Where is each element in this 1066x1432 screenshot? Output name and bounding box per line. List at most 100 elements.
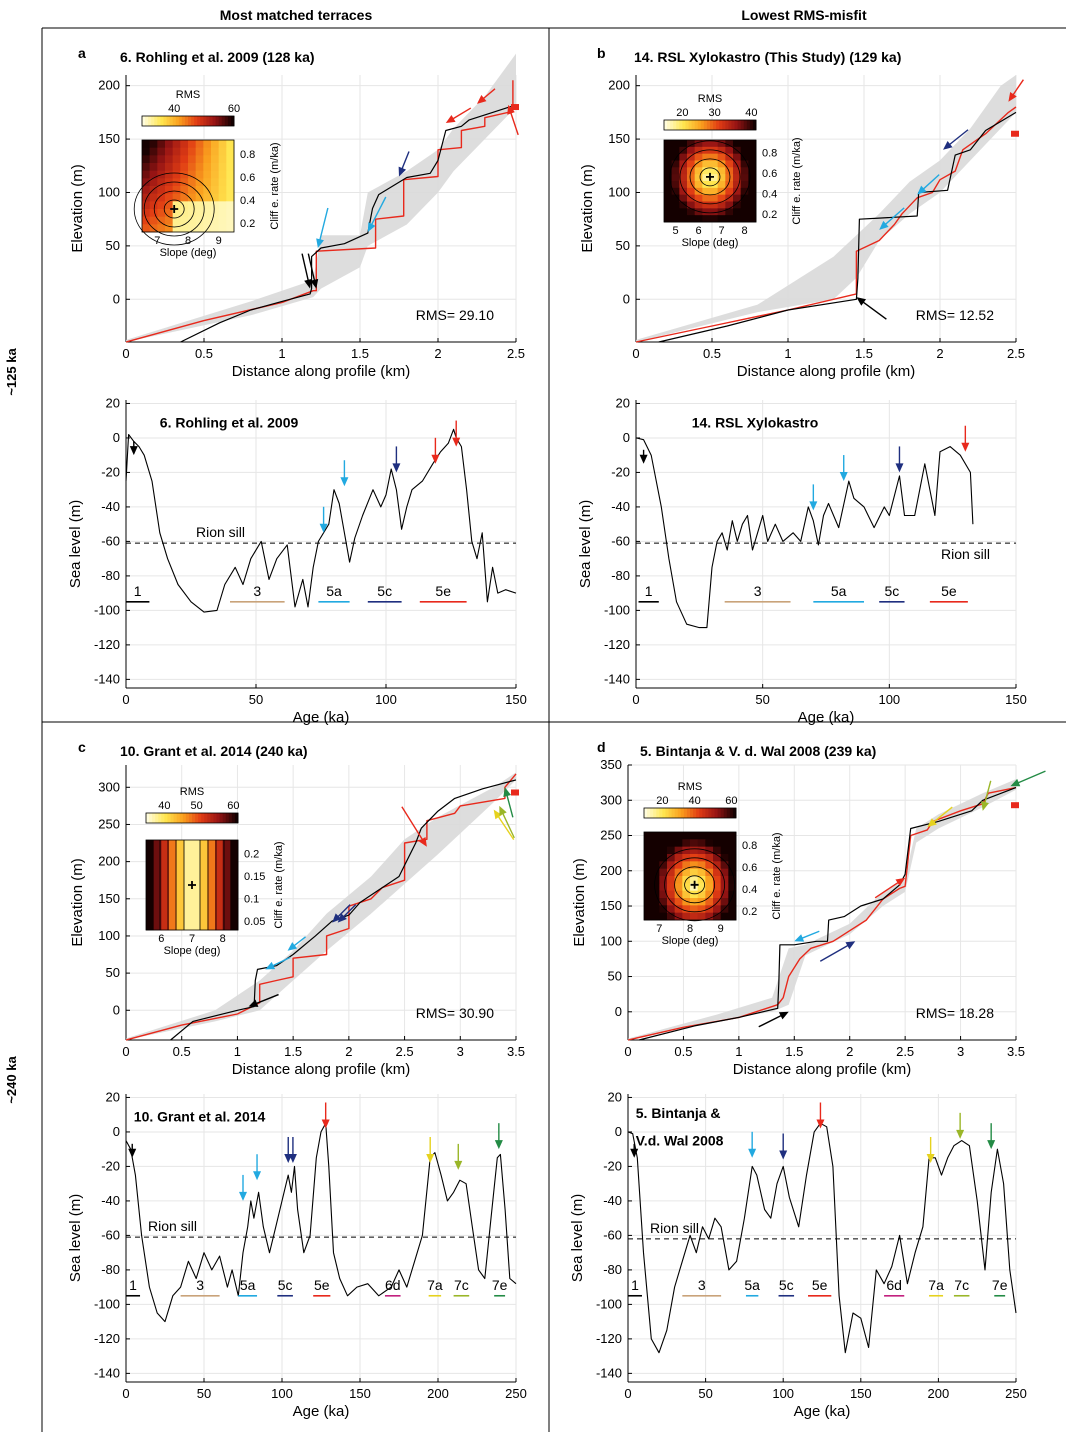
panel-c-inset-heatmap-cell (176, 922, 185, 931)
panel-a-inset-inset-xtick-0: 7 (154, 235, 160, 247)
panel-b-sealevel-ytick-label-8: -140 (604, 671, 630, 686)
panel-a-inset-heatmap-cell (172, 186, 181, 195)
panel-b-inset-inset-frame (663, 139, 757, 223)
panel-b-inset-heatmap-cell (710, 215, 719, 223)
panel-a-inset-colorbar-cell (227, 116, 232, 126)
panel-d-sl-title-line2: V.d. Wal 2008 (636, 1133, 724, 1149)
panel-c-inset-heatmap-cell (207, 855, 216, 863)
panel-a-profile-arrow-1-shaft (307, 253, 316, 283)
panel-d-profile-arrow-0-head (794, 934, 805, 942)
panel-a-inset-heatmap-cell (218, 193, 227, 202)
panel-b-inset-heatmap-cell (702, 167, 711, 175)
panel-a-inset-colorbar-cell (148, 116, 152, 126)
panel-d-inset-heatmap-cell (713, 868, 722, 877)
panel-b-inset-heatmap-cell (687, 187, 696, 196)
panel-c-mis-label-7c: 7c (454, 1277, 469, 1293)
panel-d-inset-heatmap-cell (697, 876, 706, 884)
panel-c-inset-heatmap-cell (176, 877, 185, 886)
panel-d-inset-heatmap-cell (651, 898, 660, 906)
panel-d-inset-heatmap-cell (651, 883, 660, 892)
panel-b-inset-heatmap-cell (725, 140, 734, 148)
panel-d-inset-heatmap-cell (705, 883, 714, 892)
panel-a-inset-heatmap-cell (226, 224, 235, 233)
panel-b-inset-colorbar-cell (722, 120, 726, 130)
panel-c-inset-contour-1 (183, 840, 201, 930)
panel-a: a 6. Rohling et al. 2009 (128 ka) 0 0.5 1 1.5… (67, 45, 527, 726)
panel-d-inset-colorbar-cell (653, 808, 657, 818)
panel-d-inset-heatmap-cell (667, 883, 676, 892)
panel-d-sl-arrow-2-head (779, 1150, 788, 1160)
panel-c-rms-value: RMS= 30.90 (416, 1005, 494, 1021)
panel-c-inset-heatmap-cell (169, 907, 178, 916)
panel-c-inset-heatmap-cell (169, 915, 178, 923)
panel-a-inset-heatmap-cell (157, 209, 166, 218)
panel-c-sl-title: 10. Grant et al. 2014 (134, 1109, 266, 1125)
panel-c-inset-heatmap-cell (169, 877, 178, 886)
panel-d-inset-heatmap-cell (651, 868, 660, 877)
panel-d-sealevel-ytick-label-6: -100 (596, 1296, 622, 1311)
panel-b-profile-ytick-label-1: 50 (616, 238, 630, 253)
panel-d-profile-arrow-5-shaft (983, 780, 992, 806)
panel-d-inset-heatmap-cell (644, 861, 653, 870)
panel-a-inset-heatmap-cell (180, 155, 189, 164)
panel-b-inset-heatmap-cell (679, 215, 688, 223)
panel-d-inset-heatmap-cell (728, 854, 737, 862)
panel-b-inset-colorbar-tick-2: 40 (745, 107, 757, 119)
panel-a-inset-heatmap-cell (149, 163, 158, 172)
panel-a-inset-inset-ytick-0: 0.8 (240, 149, 255, 161)
panel-a-inset-heatmap-cell (188, 201, 197, 210)
panel-a-profile-ytick-label-2: 100 (98, 184, 120, 199)
panel-c-inset-heatmap-cell (146, 840, 155, 848)
panel-c-letter: c (78, 739, 86, 755)
panel-c-profile-ytick-label-1: 50 (106, 965, 120, 980)
panel-b-sealevel-xtick-label-2: 100 (878, 692, 900, 707)
panel-b-inset-heatmap-cell (679, 201, 688, 209)
panel-c-sl-ylabel: Sea level (m) (67, 1194, 84, 1282)
panel-c-mis-label-3: 3 (196, 1277, 204, 1293)
panel-d-inset-colorbar-cell (705, 808, 709, 818)
panel-c-rion-sill-label: Rion sill (148, 1218, 197, 1234)
panel-c-inset-heatmap-cell (222, 907, 231, 916)
panel-a-inset-heatmap-cell (188, 216, 197, 225)
panel-a-inset-heatmap-cell (211, 170, 220, 179)
panel-b-inset-contour-3 (679, 149, 741, 205)
panel-a-inset-heatmap-cell (226, 140, 235, 149)
panel-c-inset-heatmap-cell (161, 900, 170, 908)
panel-d-inset-heatmap-cell (697, 854, 706, 862)
panel-c-inset-best-fit-marker (188, 881, 196, 889)
panel-d-sealevel-ytick-label-4: -60 (603, 1227, 622, 1242)
panel-a-inset-heatmap-cell (149, 216, 158, 225)
panel-c-sealevel-xtick-label-1: 50 (197, 1386, 211, 1401)
panel-a-sealevel-xtick-label-3: 150 (505, 692, 527, 707)
panel-d-profile-xtick-label-2: 1 (735, 1044, 742, 1059)
panel-a-inset-heatmap-cell (211, 224, 220, 233)
panel-b-inset-heatmap-cell (733, 208, 742, 216)
panel-c-inset-heatmap-cell (230, 847, 239, 856)
panel-a-sl-arrow-1-head (319, 523, 328, 533)
panel-d-sl-arrow-1-head (748, 1148, 757, 1158)
panel-d-rion-sill-label: Rion sill (650, 1220, 699, 1236)
panel-c-profile-ytick-label-2: 100 (98, 928, 120, 943)
panel-d-inset-heatmap-cell (674, 898, 683, 906)
panel-d-inset-heatmap-cell (682, 883, 691, 892)
panel-a-profile-ytick-label-1: 50 (106, 238, 120, 253)
panel-d-inset-heatmap-cell (651, 846, 660, 855)
panel-c-sl-arrow-0-head (128, 1148, 137, 1158)
panel-b-inset-colorbar-cell (706, 120, 711, 130)
panel-d-inset-heatmap-cell (713, 854, 722, 862)
panel-c-inset-inset-ytick-2: 0.1 (244, 894, 259, 906)
panel-b-inset-heatmap-cell (687, 146, 696, 155)
panel-b-sealevel-ytick-label-5: -80 (611, 568, 630, 583)
panel-b-inset-heatmap-cell (679, 167, 688, 175)
panel-a-inset-heatmap-cell (142, 216, 151, 225)
panel-b-inset-heatmap-cell (671, 181, 680, 189)
panel-a-mis-label-5e: 5e (435, 583, 451, 599)
panel-a-inset-heatmap-cell (203, 201, 212, 210)
panel-c-inset-heatmap-cell (153, 907, 162, 916)
panel-c-inset-heatmap-cell (153, 900, 162, 908)
panel-a-inset-heatmap-cell (180, 178, 189, 187)
panel-c-inset-heatmap-cell (199, 862, 208, 871)
panel-a-inset-heatmap-cell (142, 209, 151, 218)
panel-d-inset-heatmap-cell (728, 883, 737, 892)
panel-a-inset-heatmap-cell (188, 155, 197, 164)
